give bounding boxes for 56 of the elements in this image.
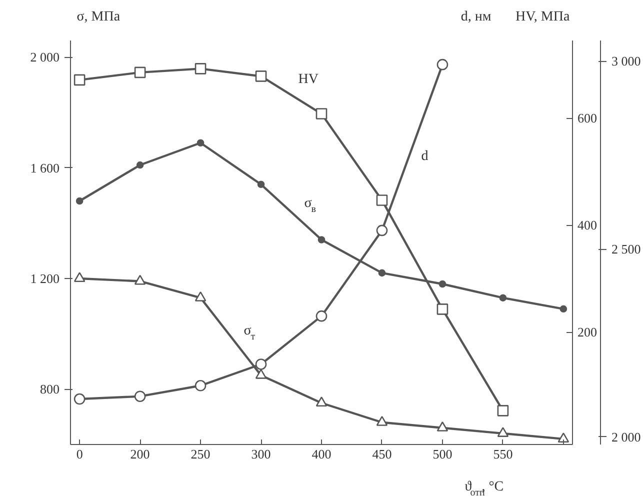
point [376,194,388,206]
point [438,280,446,288]
x-tick-label: 450 [372,446,392,462]
point [134,390,146,402]
point [194,291,206,302]
point [376,224,388,236]
y-axis-title: σ, МПа [76,10,121,24]
y2-tick-label: 600 [578,110,597,126]
y2-tick-label: 200 [578,324,597,340]
y3-tick-label: 3 000 [612,54,641,69]
point [316,108,328,120]
y3-tick-label: 2 000 [612,429,641,444]
point [74,393,86,405]
point [255,70,267,82]
point [76,197,84,205]
x-tick-label: 300 [251,446,271,462]
point [255,368,267,379]
y-tick-label: 800 [40,382,60,397]
point [257,180,265,188]
point [134,66,146,78]
point [255,358,267,370]
point [497,405,509,416]
y3-tick-label: 2 500 [612,242,641,257]
y3-axis-title: HV, МПа [516,10,570,24]
point [196,139,204,147]
x-tick-label: 550 [493,446,513,462]
y2-axis-title: d, нм [460,10,492,24]
point [74,74,86,86]
point [316,396,328,407]
x-tick-label: 500 [432,446,452,462]
point [499,294,507,302]
point [558,432,570,443]
y2-tick-label: 400 [578,218,597,233]
x-tick-label: 0 [76,446,83,462]
point [318,236,326,244]
point [378,269,386,277]
point [436,421,448,432]
y-tick-label: 1 200 [30,270,60,286]
point [436,58,448,70]
point [194,63,206,74]
point [194,380,206,392]
y-tick-label: 1 600 [30,160,60,176]
point [560,305,568,313]
x-tick-label: 250 [190,446,210,462]
point [136,161,144,169]
y-tick-label: 2 000 [30,50,60,65]
point [134,274,146,285]
series-label: d [421,148,428,164]
point [376,416,388,426]
point [74,272,86,282]
x-tick-label: 200 [130,446,150,462]
point [316,310,328,322]
x-tick-label: 400 [312,446,332,462]
series-label: HV [298,72,318,88]
point [436,304,448,315]
point [497,427,509,437]
